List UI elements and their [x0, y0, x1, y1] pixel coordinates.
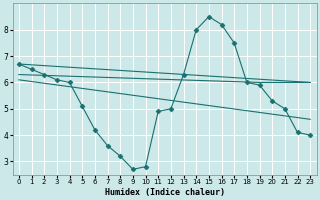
X-axis label: Humidex (Indice chaleur): Humidex (Indice chaleur) [105, 188, 225, 197]
